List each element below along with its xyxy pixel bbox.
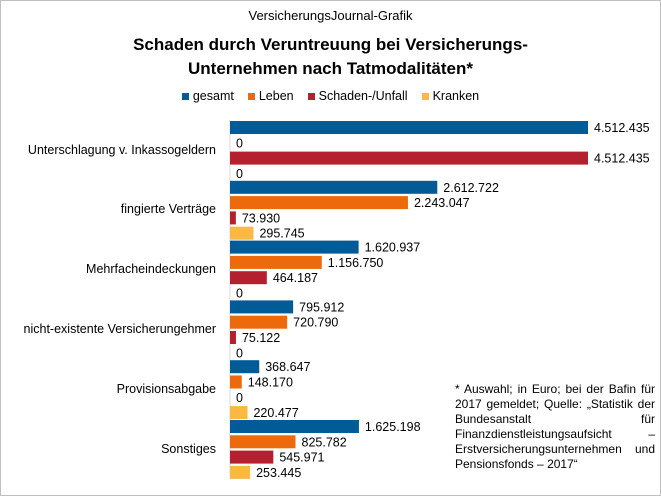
bar-schaden-unfall xyxy=(230,211,236,225)
bar-gesamt xyxy=(230,300,294,314)
legend-swatch xyxy=(307,92,315,100)
data-label: 1.625.198 xyxy=(365,420,421,434)
legend-swatch xyxy=(421,92,429,100)
bar-kranken xyxy=(230,226,254,240)
legend-label: Leben xyxy=(258,89,294,103)
legend-swatch xyxy=(247,92,255,100)
data-label: 295.745 xyxy=(259,227,304,241)
data-label: 4.512.435 xyxy=(594,152,650,166)
bar-schaden-unfall xyxy=(230,450,274,464)
bar-schaden-unfall xyxy=(230,151,588,165)
data-label: 220.477 xyxy=(253,406,298,420)
bar-schaden-unfall xyxy=(230,271,267,285)
bar-leben xyxy=(230,196,408,210)
data-label: 720.790 xyxy=(293,316,338,330)
bar-schaden-unfall xyxy=(230,331,236,344)
legend-item: Schaden-/Unfall xyxy=(307,89,408,103)
category-label: Provisionsabgabe xyxy=(116,381,216,396)
data-label: 825.782 xyxy=(302,435,347,449)
category-label: fingierte Verträge xyxy=(120,202,216,217)
legend-swatch xyxy=(181,92,189,100)
data-label: 2.243.047 xyxy=(414,196,470,210)
data-label: 795.912 xyxy=(299,300,344,314)
legend-item: Kranken xyxy=(421,89,480,103)
data-label: 0 xyxy=(236,391,243,405)
bar-leben xyxy=(230,255,322,269)
data-label: 1.156.750 xyxy=(328,256,384,270)
data-label: 0 xyxy=(236,287,243,301)
bar-kranken xyxy=(230,406,248,420)
data-label: 545.971 xyxy=(279,451,324,465)
legend-label: gesamt xyxy=(192,89,234,103)
data-label: 148.170 xyxy=(248,376,293,390)
legend-label: Kranken xyxy=(432,89,480,103)
bar-gesamt xyxy=(230,180,438,194)
chart-title-line-2: Unternehmen nach Tatmodalitäten* xyxy=(188,59,473,78)
data-label: 75.122 xyxy=(242,331,280,345)
bar-leben xyxy=(230,375,242,389)
bar-gesamt xyxy=(230,240,359,254)
category-label: nicht-existente Versicherungehmer xyxy=(23,322,216,336)
legend-item: gesamt xyxy=(181,89,234,103)
chart-title: Schaden durch Veruntreuung bei Versicher… xyxy=(0,33,661,81)
data-label: 253.445 xyxy=(256,466,301,480)
data-label: 0 xyxy=(236,136,243,150)
source-label: VersicherungsJournal-Grafik xyxy=(248,8,413,23)
data-label: 0 xyxy=(236,346,243,360)
data-label: 0 xyxy=(236,167,243,181)
bar-gesamt xyxy=(230,121,588,134)
bar-leben xyxy=(230,315,288,329)
data-label: 73.930 xyxy=(242,211,280,225)
category-label: Mehrfacheindeckungen xyxy=(86,262,216,277)
category-label: Sonstiges xyxy=(161,441,216,456)
bar-leben xyxy=(230,435,296,449)
legend-label: Schaden-/Unfall xyxy=(318,89,408,103)
data-label: 4.512.435 xyxy=(594,121,650,135)
footnote: * Auswahl; in Euro; bei der Bafin für 20… xyxy=(455,382,655,471)
data-label: 2.612.722 xyxy=(443,181,499,195)
data-label: 368.647 xyxy=(265,360,310,374)
data-label: 464.187 xyxy=(273,271,318,285)
bar-gesamt xyxy=(230,360,260,374)
category-label: Unterschlagung v. Inkassogeldern xyxy=(27,142,216,157)
legend-item: Leben xyxy=(247,89,294,103)
chart-title-line-1: Schaden durch Veruntreuung bei Versicher… xyxy=(133,35,528,54)
bar-kranken xyxy=(230,465,251,479)
bar-gesamt xyxy=(230,420,359,433)
chart-legend: gesamt Leben Schaden-/Unfall Kranken xyxy=(0,89,661,103)
data-label: 1.620.937 xyxy=(365,241,421,255)
